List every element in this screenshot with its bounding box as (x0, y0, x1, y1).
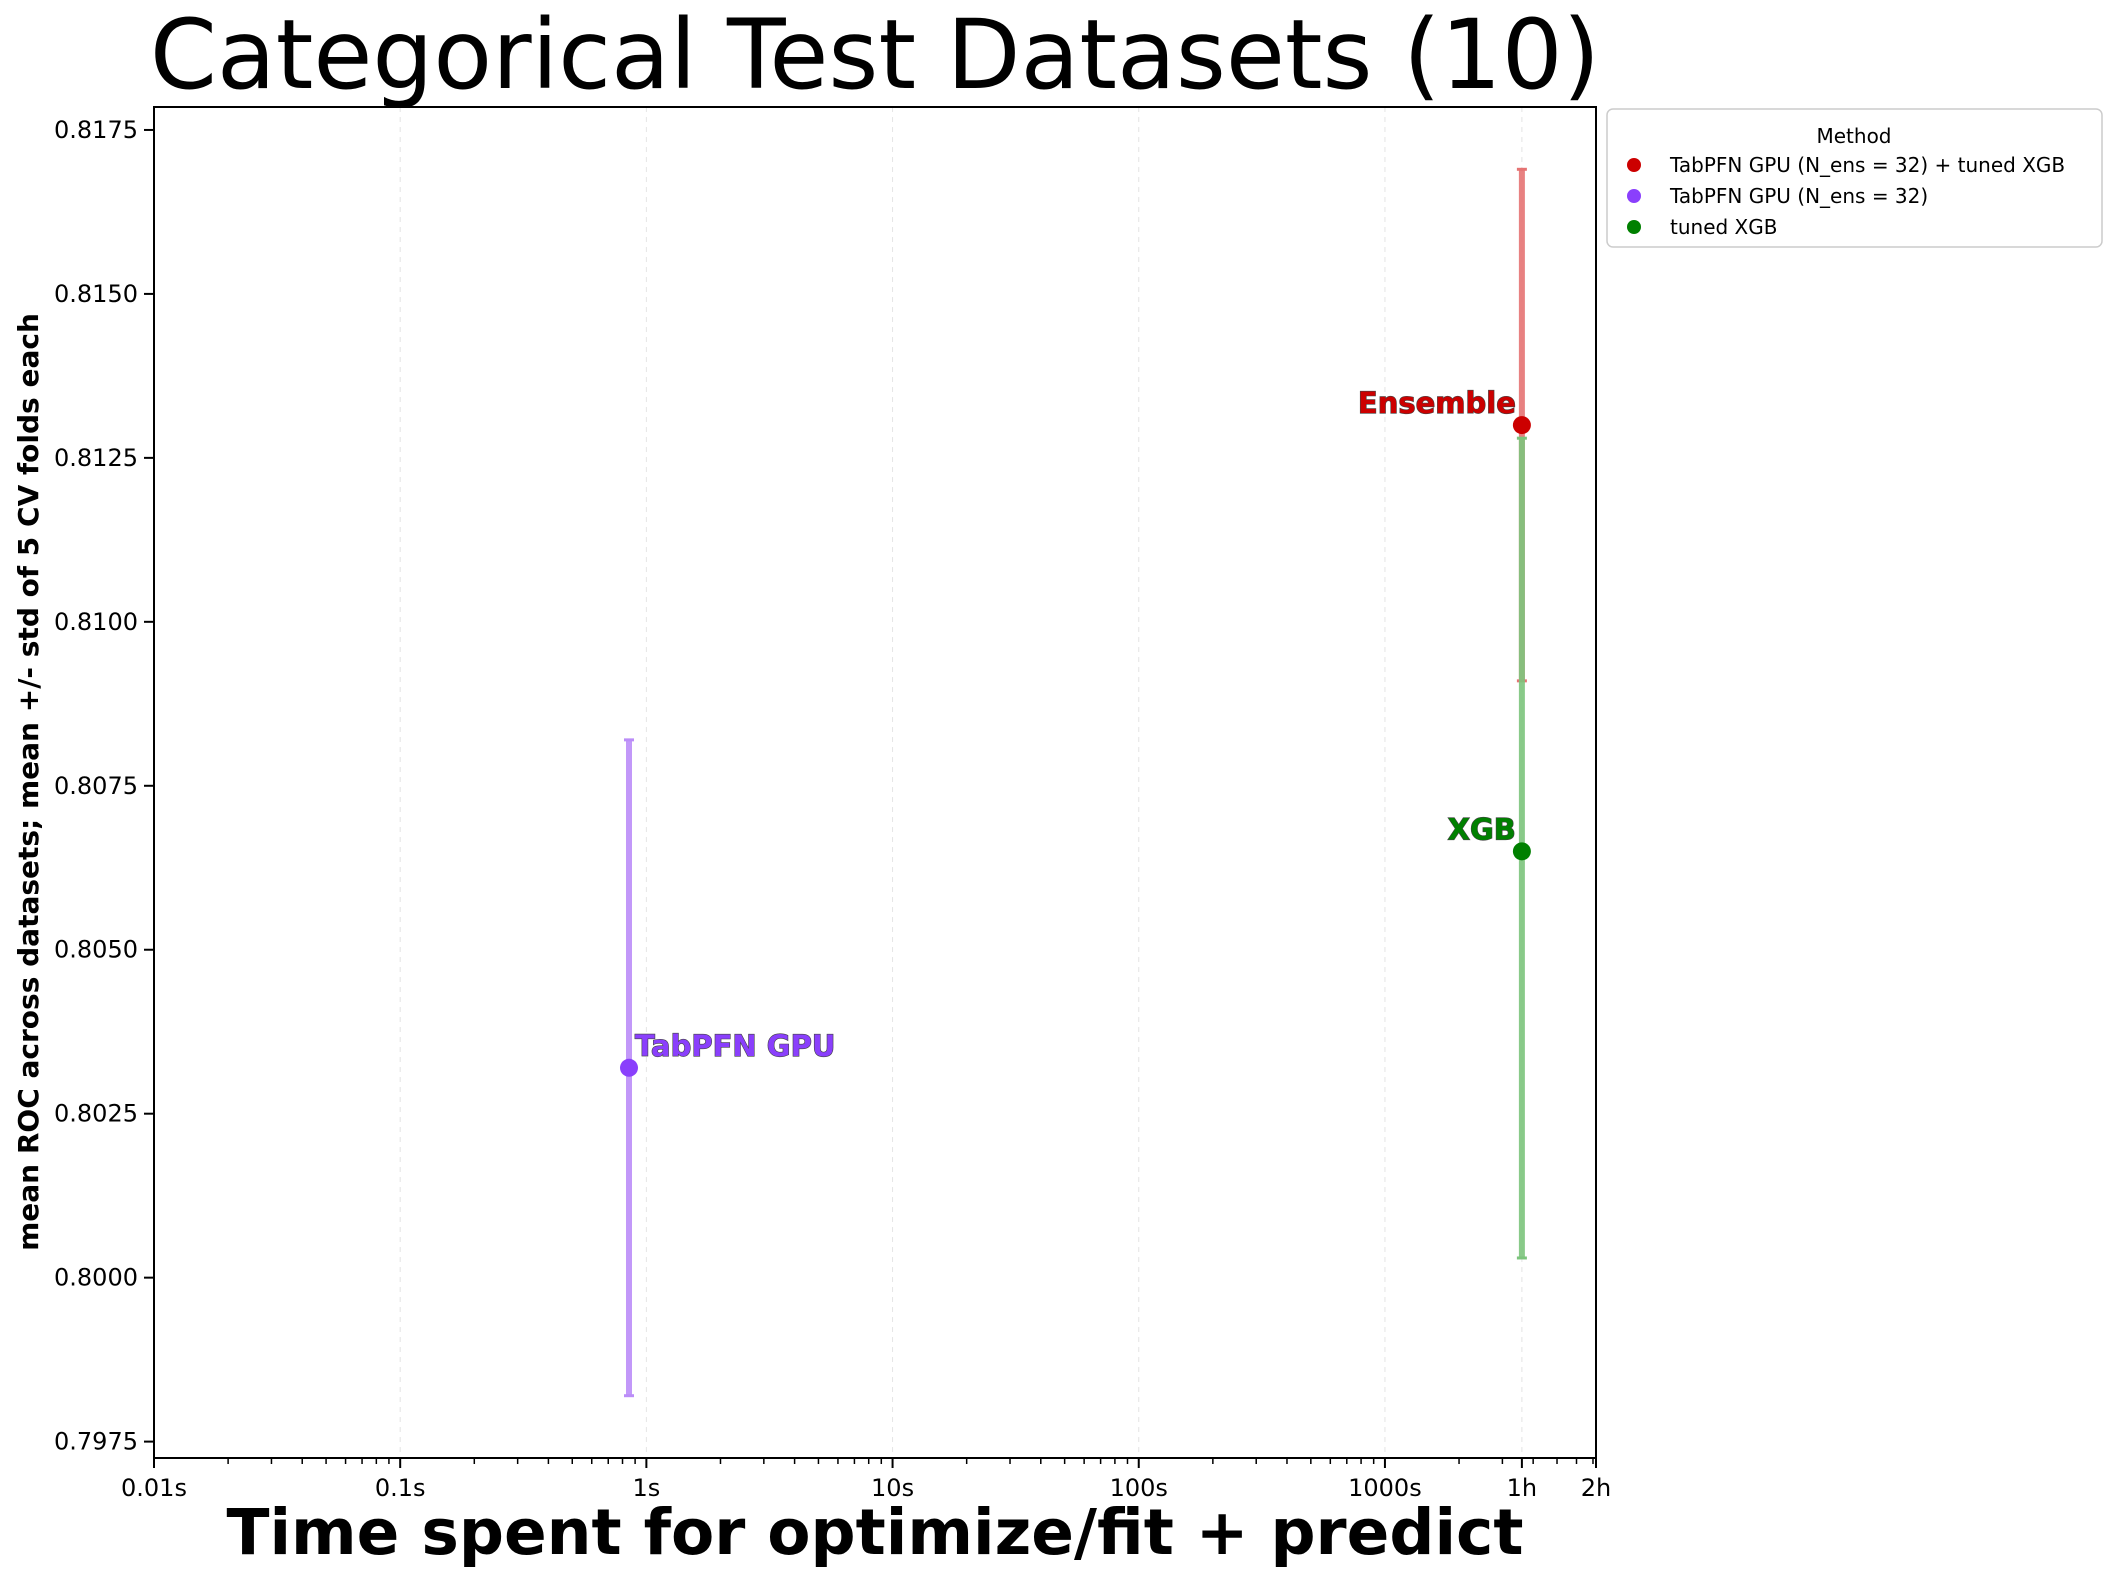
point-label: Ensemble (1358, 386, 1516, 420)
x-tick-label: 10s (871, 1474, 914, 1502)
x-tick-label: 0.1s (375, 1474, 426, 1502)
x-axis: 0.01s 0.1s 1s 10s 100s 1000s 1h 2h (121, 1458, 1611, 1502)
x-tick-label: 1h (1507, 1474, 1537, 1502)
point-label: TabPFN GPU (635, 1029, 835, 1063)
y-tick-label: 0.8175 (54, 116, 138, 144)
plot-area-frame (153, 106, 1597, 1459)
legend-marker (1627, 189, 1641, 203)
y-tick-label: 0.8125 (54, 444, 138, 472)
point-labels: Ensemble TabPFN GPU XGB (634, 385, 1516, 1063)
legend-entries: TabPFN GPU (N_ens = 32) + tuned XGB TabPF… (1627, 153, 2065, 239)
x-tick-label: 1000s (1348, 1474, 1422, 1502)
y-tick-label: 0.8025 (54, 1100, 138, 1128)
y-tick-label: 0.8150 (54, 280, 138, 308)
y-axis: 0.7975 0.8000 0.8025 0.8050 0.8075 0.8100 0.81… (54, 116, 154, 1456)
legend-title: Method (1816, 124, 1891, 148)
x-tick-label: 100s (1110, 1474, 1168, 1502)
chart-title: Categorical Test Datasets (10) (150, 0, 1600, 111)
legend-marker (1627, 220, 1641, 234)
point-label: XGB (1448, 812, 1516, 846)
legend-entry-label: TabPFN GPU (N_ens = 32) + tuned XGB (1669, 153, 2065, 177)
x-tick-label: 2h (1581, 1474, 1611, 1502)
error-bars (623, 167, 1527, 1398)
data-point (1512, 416, 1531, 435)
x-tick-label: 0.01s (121, 1474, 187, 1502)
x-axis-label: Time spent for optimize/fit + predict (226, 1496, 1523, 1569)
legend: Method TabPFN GPU (N_ens = 32) + tuned X… (1606, 108, 2103, 248)
y-tick-label: 0.7975 (54, 1428, 138, 1456)
data-point (1512, 842, 1531, 861)
data-points (619, 416, 1531, 1077)
y-tick-label: 0.8075 (54, 772, 138, 800)
data-point (619, 1058, 638, 1077)
y-tick-label: 0.8050 (54, 936, 138, 964)
x-tick-label: 1s (632, 1474, 660, 1502)
y-tick-label: 0.8100 (54, 608, 138, 636)
legend-box (1606, 108, 2103, 248)
legend-entry-label: TabPFN GPU (N_ens = 32) (1669, 184, 1928, 208)
legend-marker (1627, 158, 1641, 172)
legend-entry-label: tuned XGB (1670, 215, 1777, 239)
y-tick-label: 0.8000 (54, 1264, 138, 1292)
y-axis-label: mean ROC across datasets; mean +/- std o… (12, 313, 45, 1251)
grid-lines (153, 107, 1597, 1458)
